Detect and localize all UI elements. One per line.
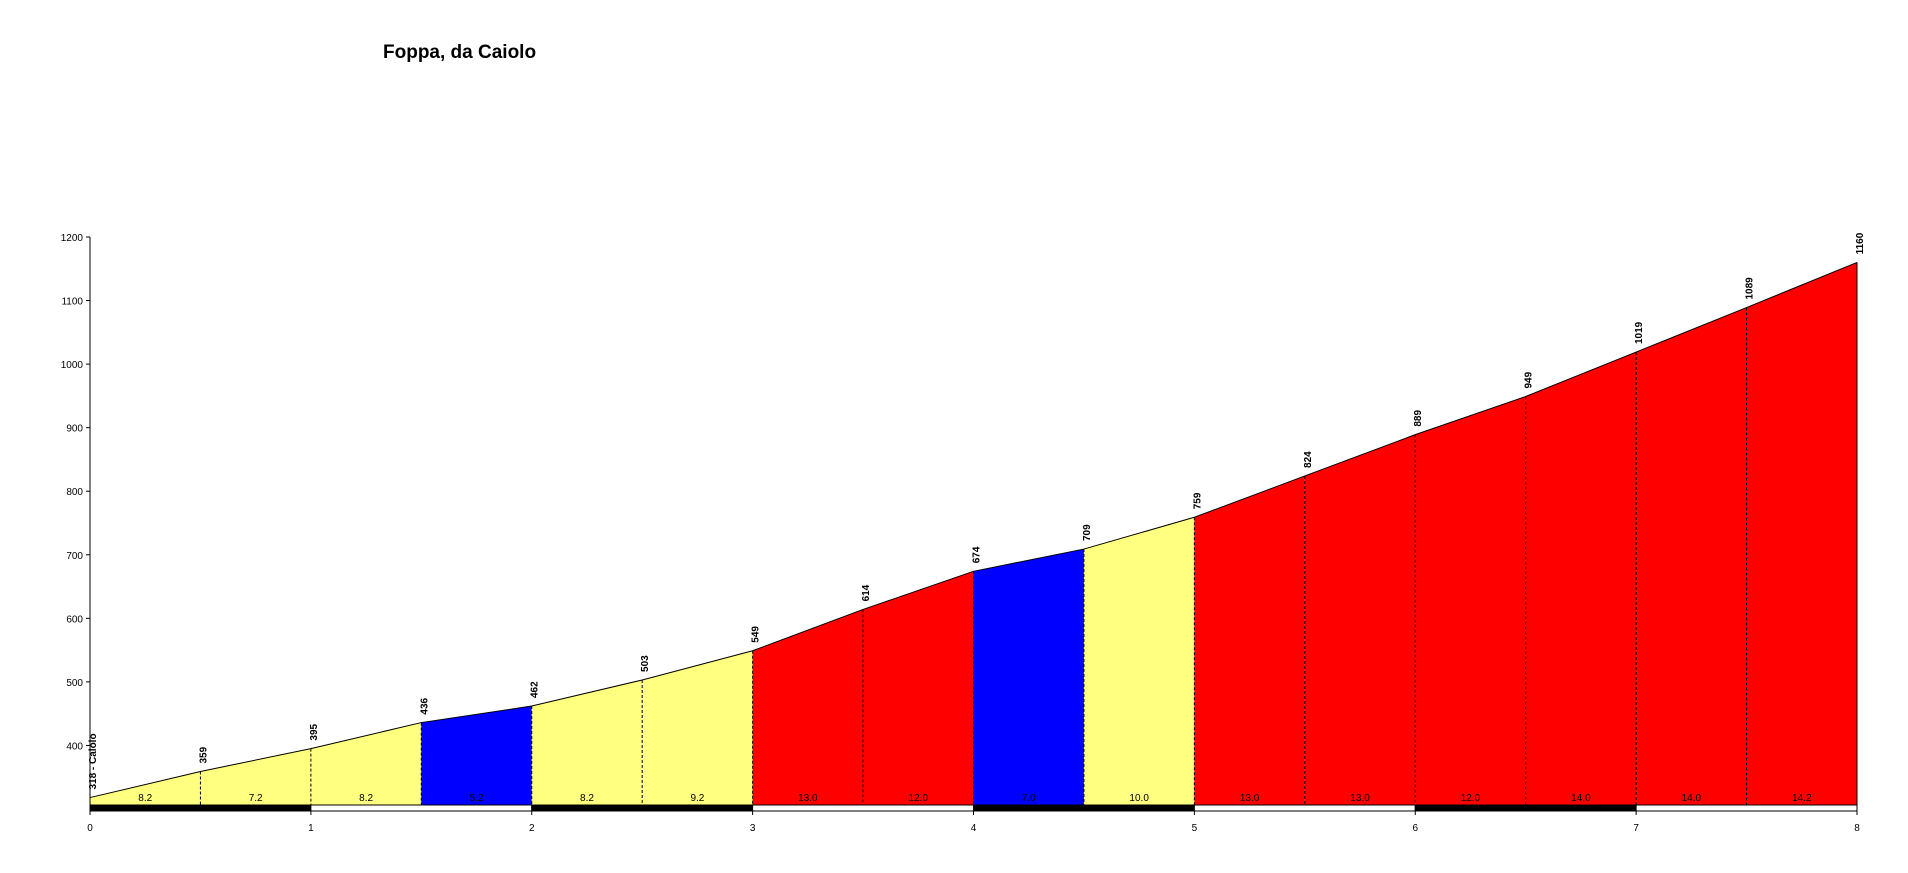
elevation-label-16: 1160 [1855, 232, 1866, 254]
elevation-label-15: 1089 [1745, 277, 1756, 300]
gradient-label-8: 7.0 [1022, 793, 1036, 804]
x-tick-label-8: 8 [1854, 823, 1860, 834]
elevation-label-1: 359 [198, 746, 209, 763]
km-bar-4 [973, 804, 1195, 812]
y-tick-label-8: 1200 [61, 233, 84, 244]
gradient-label-15: 14.2 [1792, 793, 1812, 804]
x-tick-label-3: 3 [750, 823, 756, 834]
x-tick-label-5: 5 [1192, 823, 1198, 834]
km-bar-2 [531, 804, 754, 812]
gradient-label-6: 13.0 [798, 793, 818, 804]
dividers-layer [199, 262, 1858, 805]
x-tick-label-0: 0 [87, 823, 93, 834]
gradient-label-9: 10.0 [1129, 793, 1149, 804]
y-tick-label-2: 600 [66, 614, 83, 625]
gradient-label-13: 14.0 [1571, 793, 1591, 804]
gradient-label-12: 12.0 [1461, 793, 1481, 804]
elevation-label-5: 503 [640, 655, 651, 672]
elevation-label-3: 436 [419, 697, 430, 714]
elevation-label-8: 674 [972, 546, 983, 563]
y-tick-label-1: 500 [66, 678, 83, 689]
profile-line [89, 261, 1858, 799]
segment-1 [200, 748, 311, 805]
segment-0 [90, 771, 201, 805]
segment-3 [421, 706, 532, 805]
elevation-label-12: 889 [1413, 410, 1424, 427]
y-tick-label-6: 1000 [61, 360, 84, 371]
segment-8 [973, 549, 1084, 805]
segment-7 [863, 571, 974, 805]
elevation-label-10: 759 [1192, 492, 1203, 509]
elevation-label-11: 824 [1303, 451, 1314, 468]
segment-6 [752, 609, 864, 805]
y-tick-label-4: 800 [66, 487, 83, 498]
x-tick-label-6: 6 [1412, 823, 1418, 834]
segment-11 [1304, 434, 1416, 805]
km-bar-1 [310, 804, 533, 812]
elevation-label-7: 614 [861, 584, 872, 601]
segment-13 [1525, 352, 1637, 805]
elevation-label-2: 395 [309, 723, 320, 740]
km-bar-0 [89, 804, 312, 812]
y-tick-label-0: 400 [66, 741, 83, 752]
km-bar-layer [89, 804, 1858, 812]
gradient-label-11: 13.0 [1350, 793, 1370, 804]
km-bar-3 [752, 804, 974, 812]
gradient-label-10: 13.0 [1240, 793, 1260, 804]
elevation-label-0: 318 - Caiolo [88, 733, 99, 789]
segment-10 [1194, 475, 1305, 805]
elevation-label-4: 462 [530, 681, 541, 698]
gradient-label-1: 7.2 [249, 793, 263, 804]
elevation-label-9: 709 [1082, 524, 1093, 541]
km-bar-5 [1193, 804, 1416, 812]
elevation-label-6: 549 [751, 626, 762, 643]
segment-15 [1746, 262, 1857, 805]
segment-2 [310, 722, 422, 805]
segments-layer [90, 262, 1857, 805]
km-bar-7 [1635, 804, 1858, 812]
gradient-label-2: 8.2 [359, 793, 373, 804]
y-tick-label-5: 900 [66, 424, 83, 435]
labels-layer: 318 - Caiolo 359 395 436 462 503 549 614 674 709 7… [88, 232, 1866, 804]
gradient-label-4: 8.2 [580, 793, 594, 804]
x-tick-label-4: 4 [971, 823, 977, 834]
axes-layer: 400 500 600 700 800 900 1000 1100 1200 0 1 2 3 4 5 6 7 8 [61, 233, 1860, 834]
gradient-label-5: 9.2 [690, 793, 704, 804]
x-tick-label-1: 1 [308, 823, 314, 834]
x-tick-label-2: 2 [529, 823, 535, 834]
segment-4 [531, 679, 643, 805]
segment-9 [1083, 517, 1195, 805]
gradient-label-0: 8.2 [138, 793, 152, 804]
gradient-label-7: 12.0 [909, 793, 929, 804]
chart-title: Foppa, da Caiolo [383, 42, 537, 63]
elevation-label-13: 949 [1524, 371, 1535, 388]
elevation-label-14: 1019 [1634, 321, 1645, 344]
y-tick-label-7: 1100 [61, 297, 83, 308]
km-bar-6 [1414, 804, 1637, 812]
profile-layer [89, 261, 1858, 799]
segment-5 [642, 650, 753, 805]
x-tick-label-7: 7 [1633, 823, 1639, 834]
gradient-label-3: 5.2 [470, 793, 484, 804]
gradient-label-14: 14.0 [1682, 793, 1702, 804]
segment-12 [1415, 396, 1526, 805]
segment-14 [1636, 307, 1747, 805]
y-tick-label-3: 700 [66, 551, 83, 562]
